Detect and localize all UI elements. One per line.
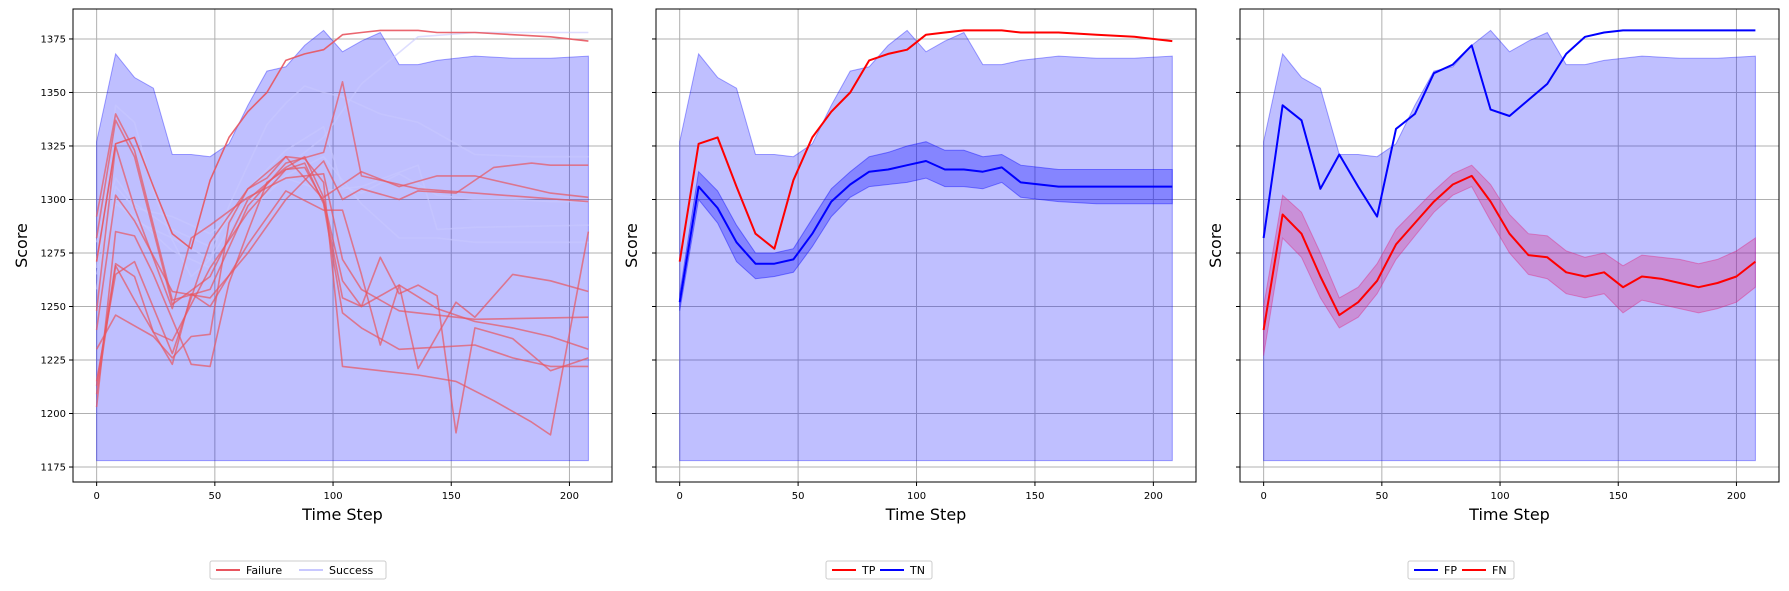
legend-label: Success: [329, 564, 374, 577]
plot-area: [1262, 29, 1757, 462]
y-tick-label: 1350: [41, 88, 66, 99]
series-line-failure-6: [95, 29, 589, 262]
series-line-fp: [1262, 29, 1756, 239]
x-tick-label: 200: [1144, 491, 1163, 502]
y-tick-label: 1300: [41, 195, 66, 206]
confidence-band-2: [679, 141, 1173, 311]
y-tick-label: 1375: [41, 34, 66, 45]
x-tick-label: 50: [208, 491, 221, 502]
x-axis-label: Time Step: [1468, 505, 1550, 524]
legend: FP FN: [1407, 560, 1515, 580]
y-tick-label: 1250: [41, 302, 66, 313]
x-tick-label: 100: [907, 491, 926, 502]
legend-item-tn: TN: [880, 564, 925, 577]
series-line-failure-9: [95, 145, 589, 321]
series-line-fn: [1262, 174, 1757, 331]
x-tick-label: 0: [93, 491, 99, 502]
legend-label: Failure: [246, 564, 282, 577]
y-tick-label: 1175: [41, 463, 66, 474]
x-tick-label: 0: [676, 491, 682, 502]
subplot-1: 0 50 100 150 200 1175 1200 1225 1250 1275 1300 1325…: [12, 8, 613, 580]
series-line-failure-15: [95, 155, 589, 434]
y-tick-label: 1275: [41, 248, 66, 259]
confidence-band-1: [679, 29, 1173, 462]
series-line-success-2: [95, 125, 589, 248]
y-axis-label: Score: [1206, 223, 1225, 268]
x-tick-label: 200: [1727, 491, 1746, 502]
legend-box: [825, 560, 933, 580]
legend-label: TP: [861, 564, 876, 577]
x-tick-label: 150: [442, 491, 461, 502]
x-tick-label: 50: [792, 491, 805, 502]
x-axis-label: Time Step: [885, 505, 967, 524]
x-axis-label: Time Step: [301, 505, 383, 524]
legend: TP TN: [825, 560, 933, 580]
series-line-success-1: [95, 85, 589, 278]
confidence-band-2: [1263, 164, 1756, 356]
x-tick-label: 0: [1260, 491, 1266, 502]
x-tick-label: 50: [1375, 491, 1388, 502]
plot-area: [95, 29, 590, 462]
legend-box: [209, 560, 387, 580]
legend-box: [1407, 560, 1515, 580]
series-line-tp: [678, 29, 1173, 262]
legend-label: TN: [909, 564, 925, 577]
y-axis-label: Score: [12, 223, 31, 268]
axes-frame: [1239, 8, 1780, 483]
x-tick-label: 100: [1490, 491, 1509, 502]
x-tick-label: 150: [1025, 491, 1044, 502]
legend-item-fp: FP: [1414, 564, 1457, 577]
x-tick-label: 200: [560, 491, 579, 502]
axes-frame: [655, 8, 1197, 483]
y-tick-label: 1225: [41, 356, 66, 367]
subplot-3: 0 50 100 150 200 Time Step Score FP FN: [1206, 8, 1780, 580]
series-line-failure-7: [95, 81, 589, 301]
series-line-success-5: [95, 155, 589, 275]
confidence-band-1: [1263, 29, 1756, 462]
confidence-band-1: [96, 29, 589, 462]
series-line-failure-13: [95, 160, 589, 331]
y-axis-label: Score: [622, 223, 641, 268]
series-line-failure-8: [95, 119, 589, 306]
legend-label: FP: [1444, 564, 1457, 577]
legend-item-fn: FN: [1462, 564, 1507, 577]
x-tick-label: 100: [323, 491, 342, 502]
legend: Failure Success: [209, 560, 387, 580]
legend-label: FN: [1492, 564, 1507, 577]
x-tick-label: 150: [1609, 491, 1628, 502]
legend-item-tp: TP: [832, 564, 876, 577]
subplot-2: 0 50 100 150 200 Time Step Score TP TN: [622, 8, 1197, 580]
plot-area: [678, 29, 1173, 462]
y-tick-label: 1325: [41, 141, 66, 152]
y-tick-label: 1200: [41, 409, 66, 420]
series-line-tn: [678, 160, 1173, 303]
legend-item-failure: Failure: [216, 564, 282, 577]
legend-item-success: Success: [299, 564, 374, 577]
series-line-failure-11: [95, 162, 589, 386]
axes-frame: [72, 8, 613, 483]
series-line-failure-14: [95, 190, 589, 395]
